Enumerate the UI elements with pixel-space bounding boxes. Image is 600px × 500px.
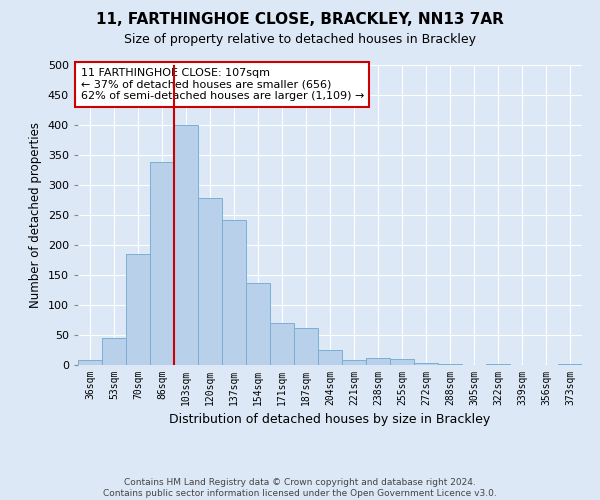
- Text: Contains HM Land Registry data © Crown copyright and database right 2024.
Contai: Contains HM Land Registry data © Crown c…: [103, 478, 497, 498]
- Text: Size of property relative to detached houses in Brackley: Size of property relative to detached ho…: [124, 32, 476, 46]
- Text: 11 FARTHINGHOE CLOSE: 107sqm
← 37% of detached houses are smaller (656)
62% of s: 11 FARTHINGHOE CLOSE: 107sqm ← 37% of de…: [80, 68, 364, 101]
- Bar: [342, 360, 366, 365]
- Y-axis label: Number of detached properties: Number of detached properties: [29, 122, 42, 308]
- Bar: [486, 364, 510, 365]
- Bar: [414, 363, 438, 365]
- Bar: [78, 360, 102, 365]
- Bar: [390, 359, 414, 365]
- Bar: [318, 350, 342, 365]
- Bar: [438, 364, 462, 365]
- Bar: [126, 254, 150, 365]
- X-axis label: Distribution of detached houses by size in Brackley: Distribution of detached houses by size …: [169, 414, 491, 426]
- Bar: [294, 328, 318, 365]
- Bar: [102, 338, 126, 365]
- Bar: [174, 125, 198, 365]
- Text: 11, FARTHINGHOE CLOSE, BRACKLEY, NN13 7AR: 11, FARTHINGHOE CLOSE, BRACKLEY, NN13 7A…: [96, 12, 504, 28]
- Bar: [366, 358, 390, 365]
- Bar: [150, 162, 174, 365]
- Bar: [246, 283, 270, 365]
- Bar: [270, 323, 294, 365]
- Bar: [558, 364, 582, 365]
- Bar: [222, 220, 246, 365]
- Bar: [198, 198, 222, 365]
